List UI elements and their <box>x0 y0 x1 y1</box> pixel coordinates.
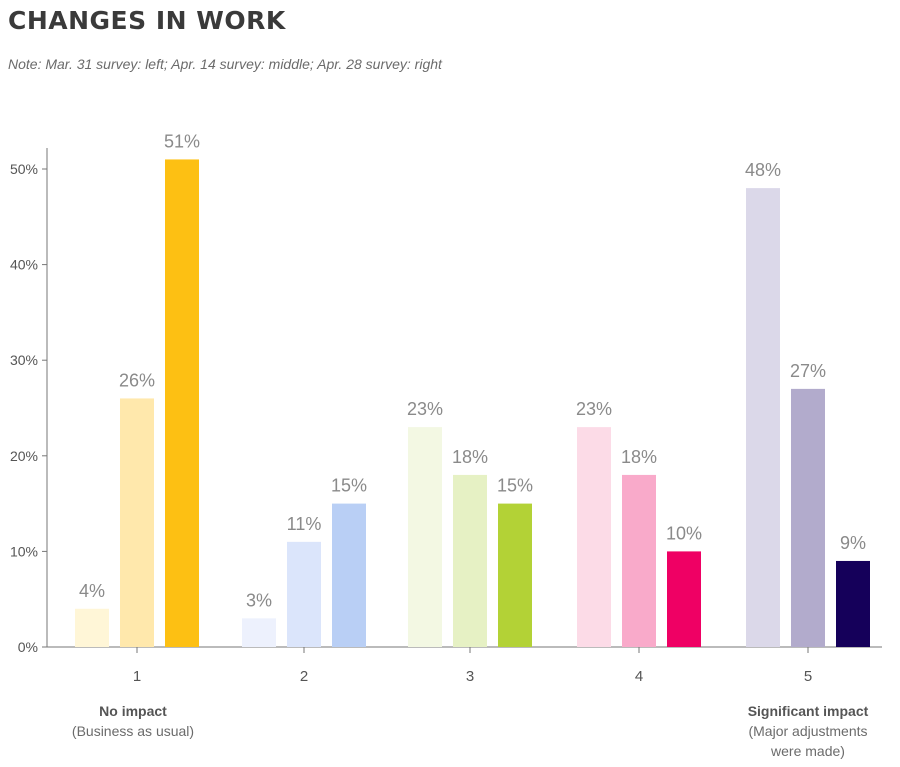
bar-2-series-2 <box>287 541 321 647</box>
bar-4-series-3 <box>667 551 701 647</box>
bar-4-series-1 <box>577 427 611 647</box>
bar-3-series-1 <box>408 427 442 647</box>
x-tick-label: 2 <box>300 668 308 685</box>
chart-title: CHANGES IN WORK <box>8 6 286 35</box>
y-tick-label: 40% <box>10 257 38 273</box>
bar-3-series-3 <box>498 503 532 647</box>
data-label: 10% <box>666 523 702 543</box>
x-tick-label: 1 <box>133 668 141 685</box>
data-label: 27% <box>790 361 826 381</box>
data-label: 11% <box>287 514 322 534</box>
data-label: 15% <box>331 476 367 496</box>
bar-2-series-3 <box>332 503 366 647</box>
data-labels: 4% 26% 51% 3% 11% 15% 23% 18% 15% 23% 18% 10% 48% 27%… <box>79 131 866 610</box>
bar-4-series-2 <box>622 474 656 647</box>
y-tick-label: 50% <box>10 161 38 177</box>
data-label: 9% <box>840 533 866 553</box>
bar-1-series-3 <box>165 159 199 647</box>
bars <box>75 159 870 647</box>
x-tick-label: 5 <box>804 668 812 685</box>
bar-1-series-1 <box>75 608 109 647</box>
y-tick-label: 30% <box>10 352 38 368</box>
data-label: 4% <box>79 581 105 601</box>
data-label: 23% <box>576 399 612 419</box>
data-label: 48% <box>745 160 781 180</box>
bar-2-series-1 <box>242 618 276 647</box>
data-label: 15% <box>497 476 533 496</box>
data-label: 18% <box>452 447 488 467</box>
y-tick-label: 0% <box>18 639 38 655</box>
x-tick-label: 3 <box>466 668 474 685</box>
y-tick-label: 20% <box>10 448 38 464</box>
annotation-right-line-1: (Major adjustments <box>748 723 867 739</box>
bar-5-series-1 <box>746 188 780 647</box>
annotations: No impact (Business as usual) Significan… <box>72 703 869 759</box>
annotation-left-title: No impact <box>99 703 167 719</box>
survey-note: Note: Mar. 31 survey: left; Apr. 14 surv… <box>8 56 442 72</box>
data-label: 18% <box>621 447 657 467</box>
data-label: 26% <box>119 370 155 390</box>
data-label: 23% <box>407 399 443 419</box>
annotation-right-line-2: were made) <box>770 743 845 759</box>
bar-1-series-2 <box>120 398 154 647</box>
annotation-left-line-1: (Business as usual) <box>72 723 194 739</box>
x-tick-label: 4 <box>635 668 643 685</box>
y-tick-label: 10% <box>10 543 38 559</box>
annotation-right-title: Significant impact <box>748 703 869 719</box>
data-label: 51% <box>164 131 200 151</box>
bar-5-series-3 <box>836 560 870 647</box>
data-label: 3% <box>246 590 272 610</box>
bar-5-series-2 <box>791 388 825 647</box>
bar-3-series-2 <box>453 474 487 647</box>
